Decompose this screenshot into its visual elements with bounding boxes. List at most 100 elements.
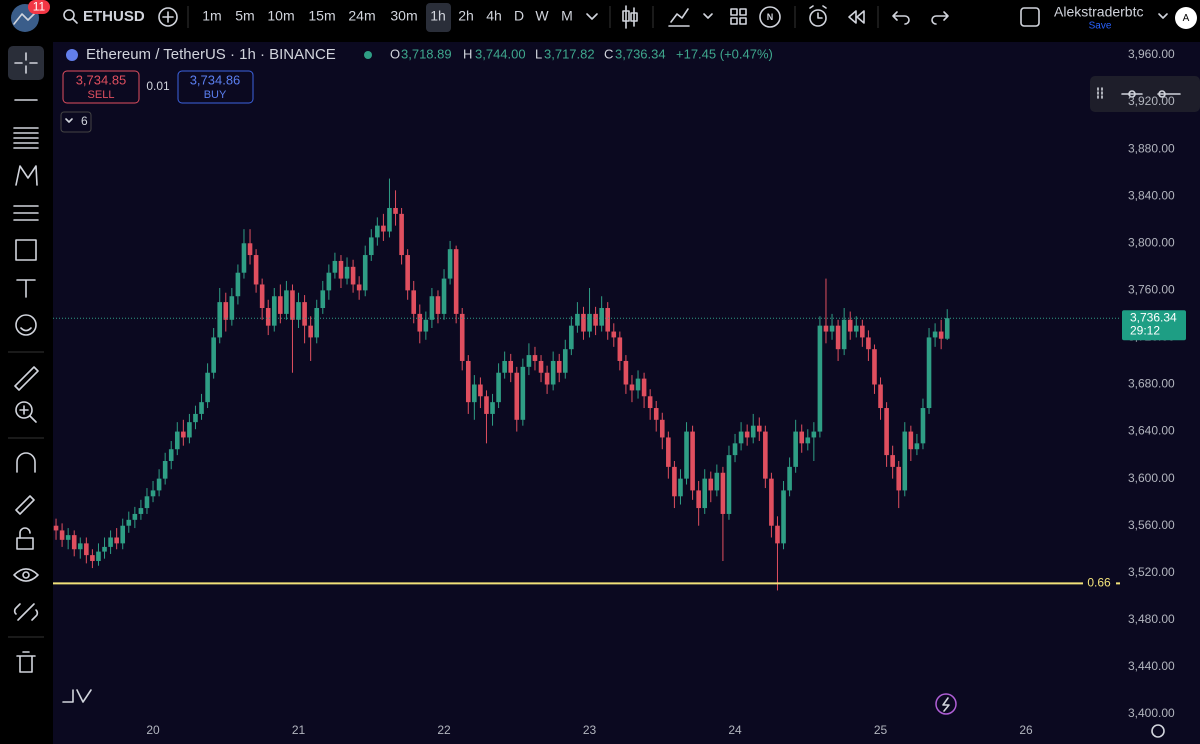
lightning-button[interactable] — [935, 693, 957, 715]
buy-label: BUY — [204, 89, 227, 101]
drag-handle[interactable] — [1097, 87, 1103, 101]
interval-button[interactable]: 24m — [348, 8, 375, 24]
alert-icon[interactable] — [809, 9, 827, 27]
avatar-art — [13, 11, 37, 25]
redo-icon[interactable] — [931, 11, 949, 25]
indicators-chevron[interactable] — [703, 13, 713, 19]
sell-price: 3,734.85 — [76, 72, 127, 87]
active-tool-bg — [8, 46, 44, 80]
news-icon[interactable] — [759, 6, 781, 28]
interval-button[interactable]: 10m — [267, 8, 294, 24]
candle-body — [502, 360, 507, 373]
candle-body — [65, 535, 71, 540]
interval-button[interactable]: 15m — [308, 8, 335, 24]
candle-body — [296, 302, 301, 320]
fib-tool[interactable] — [13, 127, 39, 149]
candle-body — [435, 296, 441, 314]
symbol[interactable]: ETHUSD — [83, 8, 145, 25]
candle-body — [823, 325, 829, 332]
interval-button[interactable]: D — [514, 8, 524, 24]
candle-body — [90, 555, 95, 562]
settings-icon[interactable] — [1151, 724, 1165, 738]
zoom-tool[interactable] — [15, 401, 33, 419]
save-label[interactable]: Save — [1089, 21, 1112, 32]
indicators-icon[interactable] — [668, 8, 690, 27]
visibility-tool[interactable] — [13, 568, 39, 582]
candle-body — [696, 490, 701, 509]
fullscreen-icon[interactable] — [1020, 7, 1040, 27]
interval-button[interactable]: M — [561, 8, 573, 24]
user-chevron[interactable] — [1158, 13, 1168, 19]
candle-body — [290, 290, 295, 320]
x-tick-label: 23 — [583, 723, 597, 737]
interval-chevron[interactable] — [586, 13, 598, 20]
candle-body — [271, 296, 277, 326]
candle-body — [714, 472, 720, 491]
projection-tool[interactable] — [13, 205, 39, 221]
user-name[interactable]: Alekstraderbtc — [1054, 4, 1143, 20]
magnet-tool[interactable] — [16, 452, 36, 473]
candle-body — [181, 431, 186, 438]
candle-body — [265, 308, 271, 326]
shape-tool[interactable] — [15, 239, 37, 261]
x-tick-label: 22 — [437, 723, 451, 737]
indicators-count: 6 — [81, 114, 88, 128]
add-symbol[interactable] — [158, 7, 178, 27]
candle-body — [193, 413, 198, 423]
candle-body — [59, 530, 65, 540]
interval-button[interactable]: 2h — [458, 8, 474, 24]
draw-mode-tool[interactable] — [15, 495, 35, 515]
ruler-tool[interactable] — [14, 366, 39, 391]
low-label: L — [535, 46, 542, 61]
pattern-tool[interactable] — [15, 165, 38, 186]
candles-icon-wicks[interactable] — [625, 5, 635, 29]
candle-body — [138, 508, 144, 514]
interval-button[interactable]: 5m — [235, 8, 254, 24]
symbol-title: Ethereum / TetherUS · 1h · BINANCE — [86, 46, 336, 63]
candle-body — [587, 313, 592, 332]
buy-price: 3,734.86 — [190, 72, 241, 87]
sell-button[interactable] — [62, 70, 140, 104]
link-tool[interactable] — [13, 603, 39, 621]
indicators-toggle[interactable] — [60, 111, 92, 133]
candle-body — [411, 290, 417, 314]
left-toolbar — [8, 46, 44, 673]
candles-icon — [630, 12, 638, 22]
text-tool[interactable] — [16, 279, 36, 298]
candle-body — [678, 478, 683, 497]
candle-body — [538, 360, 544, 373]
search-icon[interactable] — [63, 9, 75, 21]
candle-body — [653, 408, 659, 420]
candle-body — [284, 290, 289, 314]
candle-body — [805, 437, 811, 444]
candle-body — [926, 337, 932, 409]
indicators-toggle-chevron — [65, 118, 73, 123]
interval-button[interactable]: 1h — [430, 8, 446, 24]
interval-button[interactable]: 30m — [390, 8, 417, 24]
replay-icon[interactable] — [848, 10, 865, 24]
crosshair-tool[interactable] — [14, 52, 38, 74]
interval-button[interactable]: 4h — [486, 8, 502, 24]
candle-body — [726, 455, 732, 514]
visibility-tool-pupil — [22, 571, 30, 579]
candle-body — [781, 490, 786, 544]
interval-button[interactable]: W — [535, 8, 549, 24]
candle-body — [684, 431, 689, 479]
interval-button[interactable]: 1m — [202, 8, 221, 24]
candle-body — [241, 243, 247, 273]
icon-tool[interactable] — [15, 314, 37, 336]
buy-button[interactable] — [177, 70, 254, 104]
lock-tool[interactable] — [16, 537, 34, 550]
candle-body — [350, 266, 356, 285]
undo-icon[interactable] — [892, 11, 910, 25]
account-avatar[interactable] — [1175, 7, 1197, 29]
candle-body — [393, 207, 398, 214]
candle-body — [217, 302, 223, 338]
x-tick-label: 25 — [874, 723, 888, 737]
candle-body — [150, 490, 156, 497]
candle-body — [920, 408, 926, 444]
delete-tool[interactable] — [16, 651, 36, 673]
layout-icon[interactable] — [730, 8, 738, 16]
badge-count: 11 — [33, 0, 46, 14]
